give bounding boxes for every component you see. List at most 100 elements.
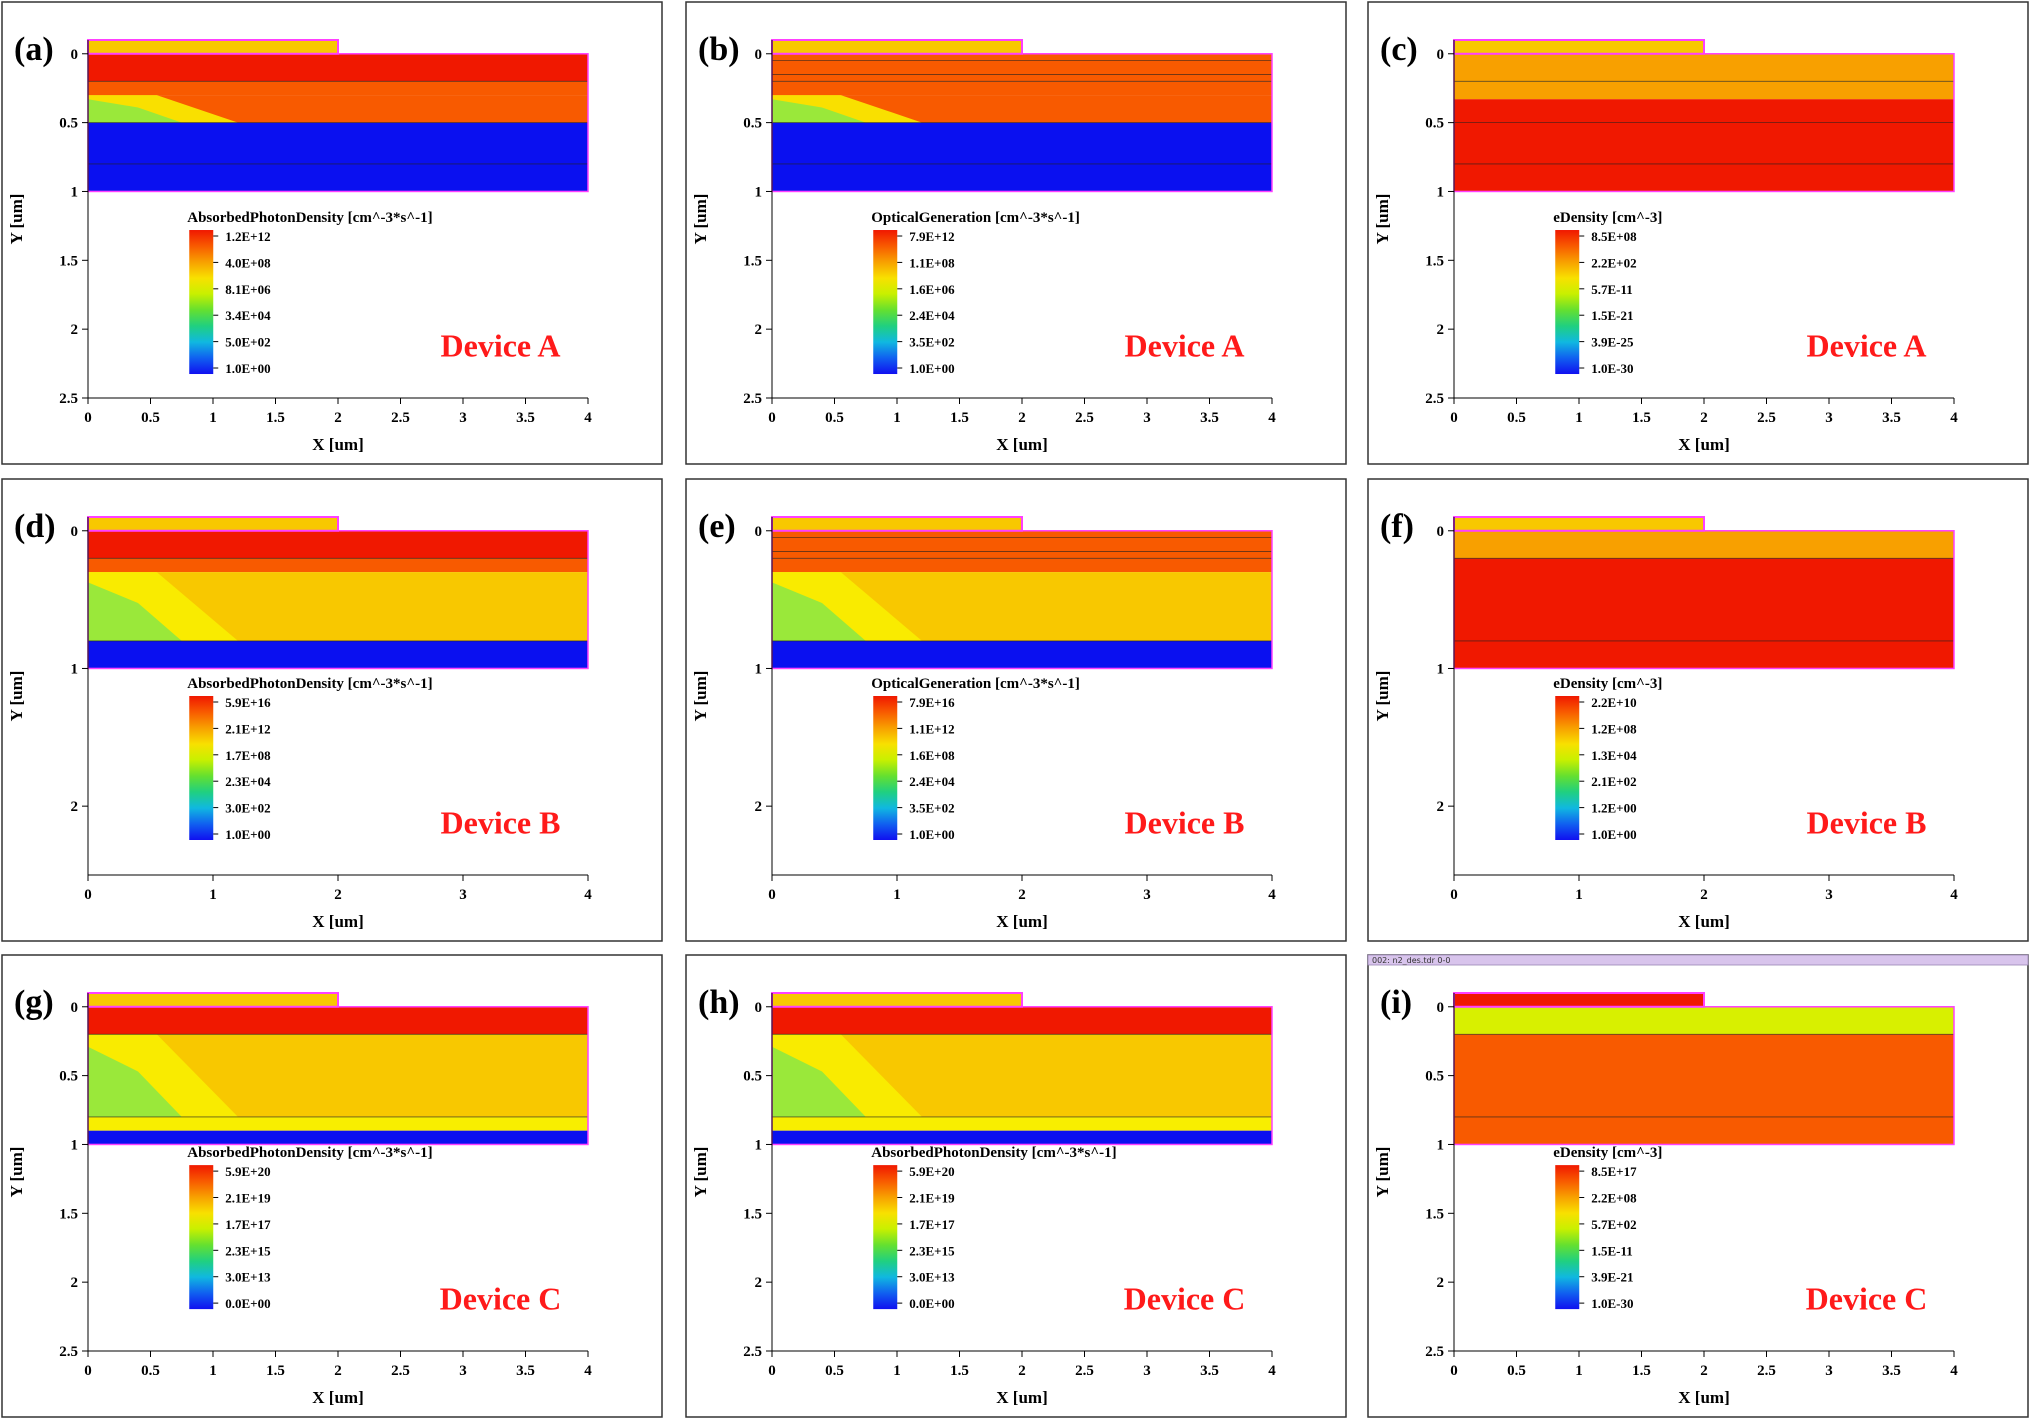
x-tick-label: 2.5 <box>1757 410 1776 426</box>
y-tick-label: 0 <box>71 524 79 540</box>
y-tick-label: 0 <box>755 47 763 63</box>
x-axis-label: X [um] <box>996 1388 1047 1407</box>
x-tick-label: 0 <box>1450 887 1458 903</box>
top-electrode <box>771 992 1023 1008</box>
x-tick-label: 0.5 <box>1507 1363 1526 1379</box>
colorbar-title: AbsorbedPhotonDensity [cm^-3*s^-1] <box>187 676 432 692</box>
y-tick-label: 2 <box>1437 799 1445 815</box>
colorbar-tick-label: 5.9E+20 <box>225 1164 270 1179</box>
x-tick-label: 1 <box>209 410 217 426</box>
x-tick-label: 4 <box>1268 887 1276 903</box>
y-tick-label: 1.5 <box>1425 253 1444 269</box>
colorbar-tick-label: 1.6E+06 <box>909 282 955 297</box>
colorbar-tick-label: 2.4E+04 <box>909 774 955 789</box>
x-tick-label: 2 <box>334 1363 342 1379</box>
panel-g: 0 0.5 1 1.5 2 2.5 3 3.5 4 0 0.5 1 1.5 2 2.5 X [um] Y [um… <box>1 954 663 1418</box>
absorption-gradient-core <box>88 582 182 641</box>
device-label: Device A <box>1125 328 1245 364</box>
colorbar-tick-label: 2.1E+12 <box>225 721 270 736</box>
colorbar-tick-label: 1.1E+08 <box>909 255 955 270</box>
x-tick-label: 1 <box>893 410 901 426</box>
absorption-gradient-core <box>772 99 866 123</box>
panel-label: (h) <box>698 984 740 1021</box>
x-tick-label: 1.5 <box>950 410 969 426</box>
y-tick-label: 1.5 <box>59 1206 78 1222</box>
panel-label: (g) <box>14 984 54 1021</box>
x-tick-label: 3 <box>459 410 467 426</box>
colorbar-tick-label: 8.5E+08 <box>1591 229 1637 244</box>
y-tick-label: 1 <box>755 184 763 200</box>
x-tick-label: 4 <box>1268 410 1276 426</box>
colorbar-tick-label: 3.5E+02 <box>909 801 954 816</box>
colorbar-tick-label: 2.2E+02 <box>1591 255 1636 270</box>
colorbar-title: eDensity [cm^-3] <box>1553 210 1662 226</box>
y-axis-label: Y [um] <box>1373 194 1392 245</box>
panel-label: (i) <box>1380 984 1412 1021</box>
y-tick-label: 2 <box>71 1275 79 1291</box>
colorbar-tick-label: 2.2E+10 <box>1591 695 1636 710</box>
colorbar <box>873 1165 898 1310</box>
y-tick-label: 0 <box>755 524 763 540</box>
x-tick-label: 3.5 <box>1882 410 1901 426</box>
y-tick-label: 2 <box>71 799 79 815</box>
colorbar-tick-label: 1.5E-11 <box>1591 1243 1633 1258</box>
x-tick-label: 1 <box>209 1363 217 1379</box>
x-tick-label: 0 <box>768 1363 776 1379</box>
x-tick-label: 2 <box>1700 1363 1708 1379</box>
x-tick-label: 2 <box>334 887 342 903</box>
colorbar-tick-label: 1.0E+00 <box>225 361 270 376</box>
colorbar <box>1555 230 1580 375</box>
x-tick-label: 4 <box>1950 1363 1958 1379</box>
y-axis-label: Y [um] <box>7 671 26 722</box>
x-tick-label: 3 <box>1143 410 1151 426</box>
top-electrode <box>87 992 339 1008</box>
y-tick-label: 2 <box>1437 1275 1445 1291</box>
colorbar-tick-label: 1.0E-30 <box>1591 1296 1633 1311</box>
absorption-gradient-core <box>88 99 182 123</box>
layer-band <box>88 530 588 559</box>
x-tick-label: 2.5 <box>391 1363 410 1379</box>
x-tick-label: 3 <box>1825 887 1833 903</box>
x-tick-label: 4 <box>584 1363 592 1379</box>
colorbar-tick-label: 2.3E+15 <box>225 1243 271 1258</box>
x-tick-label: 1 <box>1575 887 1583 903</box>
colorbar-tick-label: 3.5E+02 <box>909 335 954 350</box>
layer-band <box>772 1116 1272 1131</box>
panel-i: 002: n2_des.tdr 0-0 0 0.5 1 1.5 2 2.5 3 3.5 4 0 0.5… <box>1367 954 2029 1418</box>
layer-band <box>1454 81 1954 100</box>
x-tick-label: 1 <box>209 887 217 903</box>
layer-band <box>1454 53 1954 82</box>
x-tick-label: 2 <box>1018 1363 1026 1379</box>
y-tick-label: 1.5 <box>1425 1206 1444 1222</box>
colorbar-tick-label: 1.0E+00 <box>1591 827 1636 842</box>
x-tick-label: 4 <box>584 887 592 903</box>
x-tick-label: 3.5 <box>516 410 535 426</box>
panel-e: 0 1 2 3 4 0 1 2 X [um] Y [um] (e) OpticalGeneration… <box>685 478 1347 942</box>
x-tick-label: 1 <box>1575 410 1583 426</box>
panel-h: 0 0.5 1 1.5 2 2.5 3 3.5 4 0 0.5 1 1.5 2 2.5 X [um] Y [um… <box>685 954 1347 1418</box>
panel-label: (d) <box>14 508 56 545</box>
y-axis-label: Y [um] <box>691 1147 710 1198</box>
y-tick-label: 2 <box>1437 322 1445 338</box>
y-tick-label: 0.5 <box>59 1069 78 1085</box>
colorbar-tick-label: 1.0E+00 <box>225 827 270 842</box>
y-tick-label: 2 <box>755 322 763 338</box>
colorbar <box>873 230 898 375</box>
x-tick-label: 0 <box>84 1363 92 1379</box>
layer-band <box>1454 1006 1954 1035</box>
y-tick-label: 2 <box>755 1275 763 1291</box>
x-tick-label: 0 <box>84 410 92 426</box>
y-tick-label: 1 <box>755 1137 763 1153</box>
absorption-gradient-core <box>772 582 866 641</box>
layer-band <box>1454 558 1954 669</box>
colorbar-title: AbsorbedPhotonDensity [cm^-3*s^-1] <box>187 1145 432 1161</box>
y-tick-label: 0 <box>1437 524 1445 540</box>
colorbar <box>189 230 214 375</box>
y-tick-label: 0 <box>71 1000 79 1016</box>
x-tick-label: 3.5 <box>516 1363 535 1379</box>
y-tick-label: 2.5 <box>59 1344 78 1360</box>
colorbar-tick-label: 8.5E+17 <box>1591 1164 1637 1179</box>
x-tick-label: 1.5 <box>266 1363 285 1379</box>
colorbar-tick-label: 7.9E+16 <box>909 695 955 710</box>
layer-band <box>772 1130 1272 1145</box>
